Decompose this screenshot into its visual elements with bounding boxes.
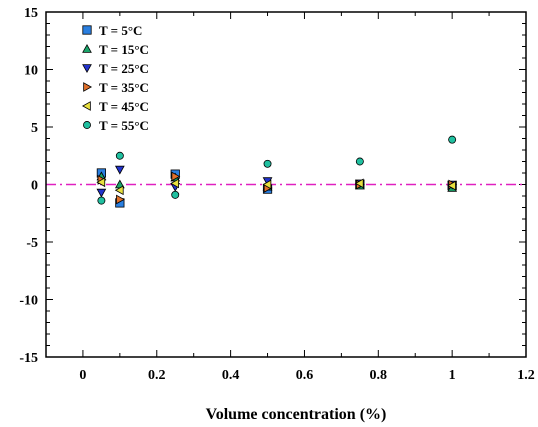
legend-marker [81,101,91,111]
legend-label: T = 15°C [99,42,149,57]
data-point [115,151,124,160]
data-point [96,188,107,198]
x-tick-label: 1 [449,368,456,383]
y-tick-label: -15 [19,351,38,366]
legend-marker [82,43,92,53]
x-tick-labels: 0 0.2 0.4 0.6 0.8 1 1.2 [79,368,534,383]
data-point [171,171,181,182]
data-point [262,179,272,190]
data-point [263,159,272,168]
data-point [354,178,364,189]
y-tick-label: 0 [31,179,38,194]
plot-frame [45,11,527,358]
x-axis-title: Volume concentration (%) [206,406,387,423]
data-point [116,194,125,205]
legend-label: T = 25°C [99,61,149,76]
y-tick-label: 15 [24,6,38,21]
x-tick-label: 0.8 [370,368,388,383]
y-tick-label: 10 [24,64,38,79]
data-point [114,185,124,196]
data-point [170,178,179,189]
legend-label: T = 35°C [99,80,149,95]
data-point [447,180,456,191]
legend-marker [82,64,92,74]
x-tick-label: 0.4 [222,368,240,383]
data-points [96,135,458,208]
data-point [355,157,364,166]
y-tick-label: -10 [19,294,38,309]
data-point [97,196,106,205]
legend: T = 5°C T = 15°C T = 25°C T = 35°C T = 45°C T… [81,23,149,133]
x-tick-label: 0.2 [148,368,166,383]
legend-label: T = 5°C [99,23,142,38]
data-point [114,165,125,175]
y-tick-labels: 15 10 5 0 -5 -10 -15 [19,6,38,366]
legend-marker [83,82,93,92]
data-point [96,177,106,188]
y-tick-label: 5 [31,121,38,136]
data-point [171,190,180,199]
legend-marker [83,121,91,129]
y-tick-label: -5 [26,236,38,251]
legend-label: T = 45°C [99,99,149,114]
legend-label: T = 55°C [99,118,149,133]
legend-marker [82,25,92,35]
x-tick-label: 0.6 [296,368,314,383]
data-point [448,135,457,144]
x-tick-label: 1.2 [517,368,535,383]
x-tick-label: 0 [79,368,86,383]
